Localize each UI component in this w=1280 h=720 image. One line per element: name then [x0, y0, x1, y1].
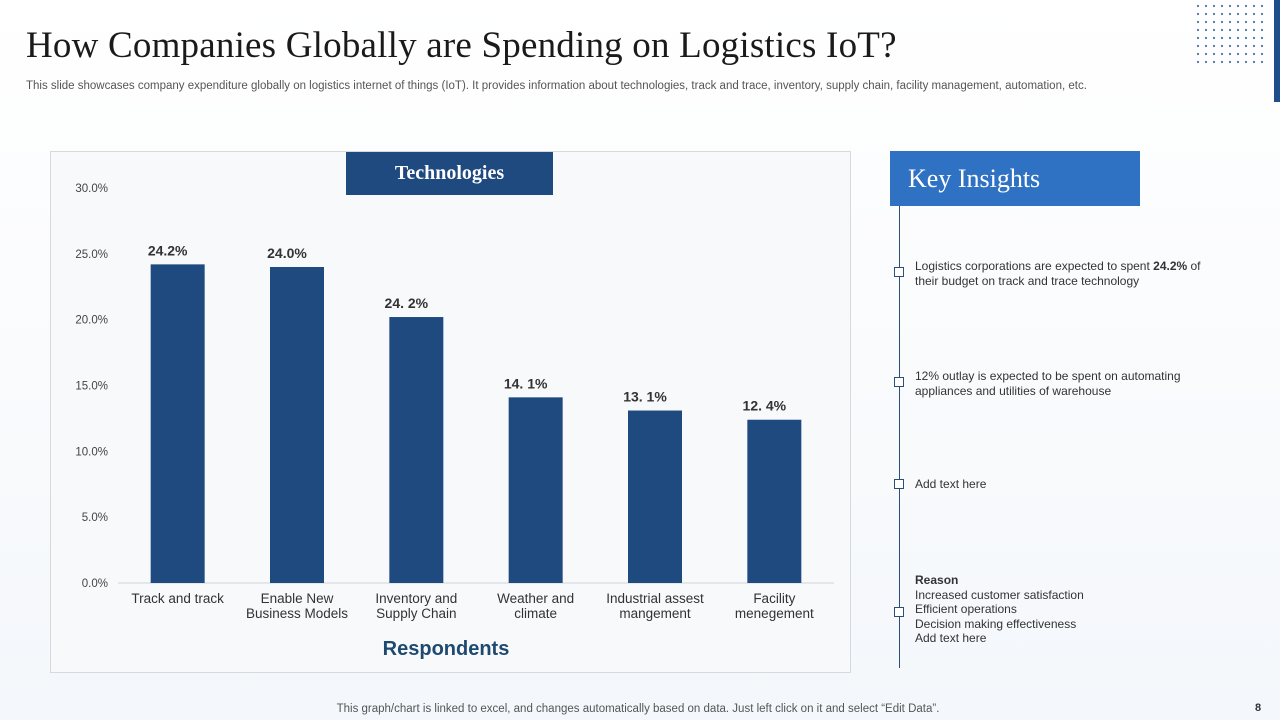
y-tick-label: 0.0% — [82, 578, 108, 590]
x-tick-label: Supply Chain — [376, 606, 456, 621]
bar[interactable] — [150, 264, 205, 583]
page-subtitle: This slide showcases company expenditure… — [26, 80, 1087, 92]
timeline-marker — [894, 479, 904, 489]
x-tick-label: Weather and — [497, 591, 574, 606]
data-label: 13. 1% — [623, 389, 667, 405]
timeline-line — [899, 206, 900, 668]
y-tick-label: 5.0% — [82, 512, 108, 524]
insight-item: 12% outlay is expected to be spent on au… — [915, 369, 1181, 398]
reason-line: Decision making effectiveness — [915, 616, 1077, 631]
bar[interactable] — [389, 317, 444, 583]
x-tick-label: climate — [514, 606, 557, 621]
data-label: 24. 2% — [385, 295, 429, 311]
x-tick-label: Track and track — [131, 591, 224, 606]
data-label: 24.2% — [148, 242, 188, 258]
timeline-marker — [894, 377, 904, 387]
timeline-marker — [894, 607, 904, 617]
bar[interactable] — [270, 267, 324, 583]
y-tick-label: 15.0% — [75, 381, 108, 393]
decorative-edge-bar — [1274, 0, 1280, 102]
insight-highlight: 24.2% — [1153, 259, 1188, 273]
data-label: 14. 1% — [504, 375, 548, 391]
data-label: 12. 4% — [743, 398, 787, 414]
timeline-marker — [894, 267, 904, 277]
x-tick-label: menegement — [735, 606, 814, 621]
x-tick-label: mangement — [619, 606, 691, 621]
reason-line: Add text here — [915, 631, 987, 645]
x-tick-label: Business Models — [246, 606, 348, 621]
bar[interactable] — [747, 419, 802, 583]
x-axis-title: Respondents — [383, 638, 510, 660]
y-tick-label: 30.0% — [75, 183, 108, 195]
bar[interactable] — [508, 397, 563, 583]
page-number: 8 — [1255, 702, 1262, 714]
reason-line: Efficient operations — [915, 602, 1017, 616]
reason-line: Increased customer satisfaction — [915, 587, 1084, 602]
insight-text-pre: Logistics corporations are expected to s… — [915, 259, 1154, 273]
footer-text: This graph/chart is linked to excel, and… — [336, 703, 940, 715]
key-insights-header: Key Insights — [890, 151, 1140, 206]
x-tick-label: Facility — [753, 591, 795, 606]
decorative-dot-grid — [1194, 2, 1266, 68]
insight-text-post: of their budget on track and trace techn… — [915, 259, 1201, 288]
reason-title: Reason — [915, 573, 959, 587]
data-label: 24.0% — [267, 245, 307, 261]
chart-header: Technologies — [346, 152, 553, 195]
y-tick-label: 10.0% — [75, 446, 108, 458]
insight-item: Add text here — [915, 477, 987, 491]
x-tick-label: Inventory and — [375, 591, 457, 606]
footer-note: This graph/chart is linked to excel, and… — [0, 703, 1280, 715]
bar[interactable] — [628, 410, 682, 583]
x-tick-label: Industrial assest — [606, 591, 704, 606]
insight-item: Logistics corporations are expected to s… — [915, 259, 1215, 288]
x-tick-label: Enable New — [261, 591, 334, 606]
y-tick-label: 20.0% — [75, 315, 108, 327]
y-tick-label: 25.0% — [75, 249, 108, 261]
reason-block: Reason Increased customer satisfaction E… — [915, 573, 1215, 646]
page-title: How Companies Globally are Spending on L… — [26, 25, 897, 66]
